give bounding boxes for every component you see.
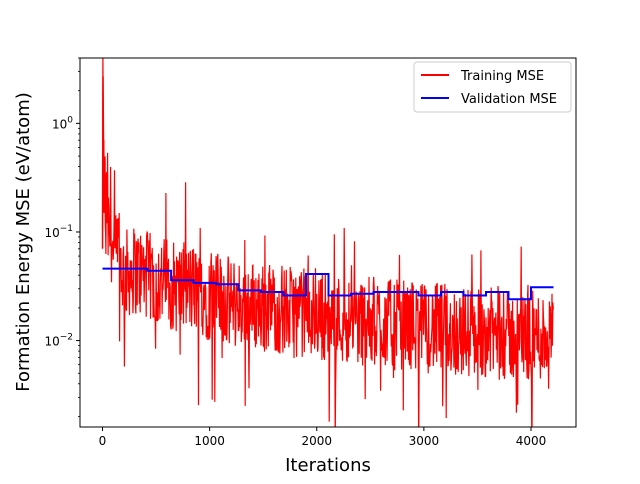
training-mse-line (101, 76, 107, 249)
legend-box (413, 61, 572, 113)
validation-mse-line (102, 267, 554, 301)
legend: Training MSE Validation MSE (413, 61, 572, 113)
series-layer (101, 58, 554, 427)
x-tick-label: 3000 (409, 434, 440, 448)
training-mse-noise (101, 58, 554, 427)
y-axis-label: Formation Energy MSE (eV/atom) (13, 92, 34, 392)
x-tick-label: 2000 (301, 434, 332, 448)
x-tick-label: 4000 (516, 434, 547, 448)
legend-label-validation: Validation MSE (461, 92, 557, 107)
x-axis-ticks: 0 1000 2000 3000 4000 (99, 427, 547, 448)
legend-label-training: Training MSE (460, 69, 544, 84)
x-tick-label: 0 (99, 434, 107, 448)
x-axis-label: Iterations (285, 455, 371, 476)
x-tick-label: 1000 (194, 434, 225, 448)
